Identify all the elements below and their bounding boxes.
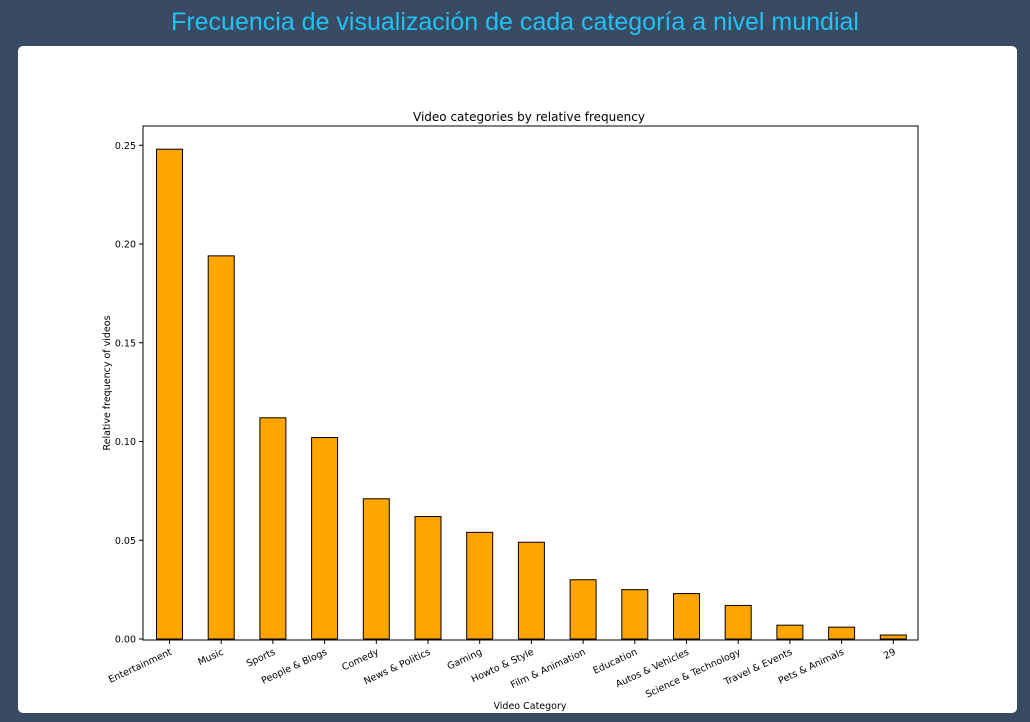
y-tick-label: 0.25 [115,141,136,152]
bar [311,437,339,640]
y-tick-label: 0.10 [115,437,136,448]
bar [414,516,442,640]
bar [569,579,597,640]
plot-frame [142,125,919,641]
bar [673,593,700,640]
chart-title: Video categories by relative frequency [413,110,645,124]
x-axis-label: Video Category [493,701,566,712]
bar [207,255,235,640]
bar [259,417,287,640]
x-tick-label: 29 [882,647,898,662]
bar [362,498,390,640]
y-axis: 0.00 0.05 0.10 0.15 0.20 0.25 [115,141,143,646]
y-axis-label: Relative frequency of videos [102,315,113,450]
x-tick-label: Sports [245,647,277,670]
x-tick-label: Science & Technology [644,647,743,701]
chart-card: Video categories by relative frequency 0… [18,46,1017,713]
page-header: Frecuencia de visualización de cada cate… [0,0,1030,46]
bars [156,148,907,640]
x-tick-label: Comedy [340,647,381,674]
x-tick-label: Gaming [446,647,484,673]
bar [828,626,856,640]
bar [776,624,804,640]
bar [466,531,494,640]
page-title: Frecuencia de visualización de cada cate… [171,8,859,36]
bar [879,634,907,640]
bar [156,148,183,640]
bar [621,589,649,640]
y-tick-label: 0.05 [115,536,136,547]
y-tick-label: 0.20 [115,240,136,251]
y-tick-label: 0.15 [115,338,136,349]
bar-chart: Video categories by relative frequency 0… [102,110,919,712]
x-tick-label: Entertainment [107,647,174,686]
bar [517,541,545,640]
bar [724,604,752,640]
x-tick-label: Music [196,647,225,668]
y-tick-label: 0.00 [115,635,136,646]
